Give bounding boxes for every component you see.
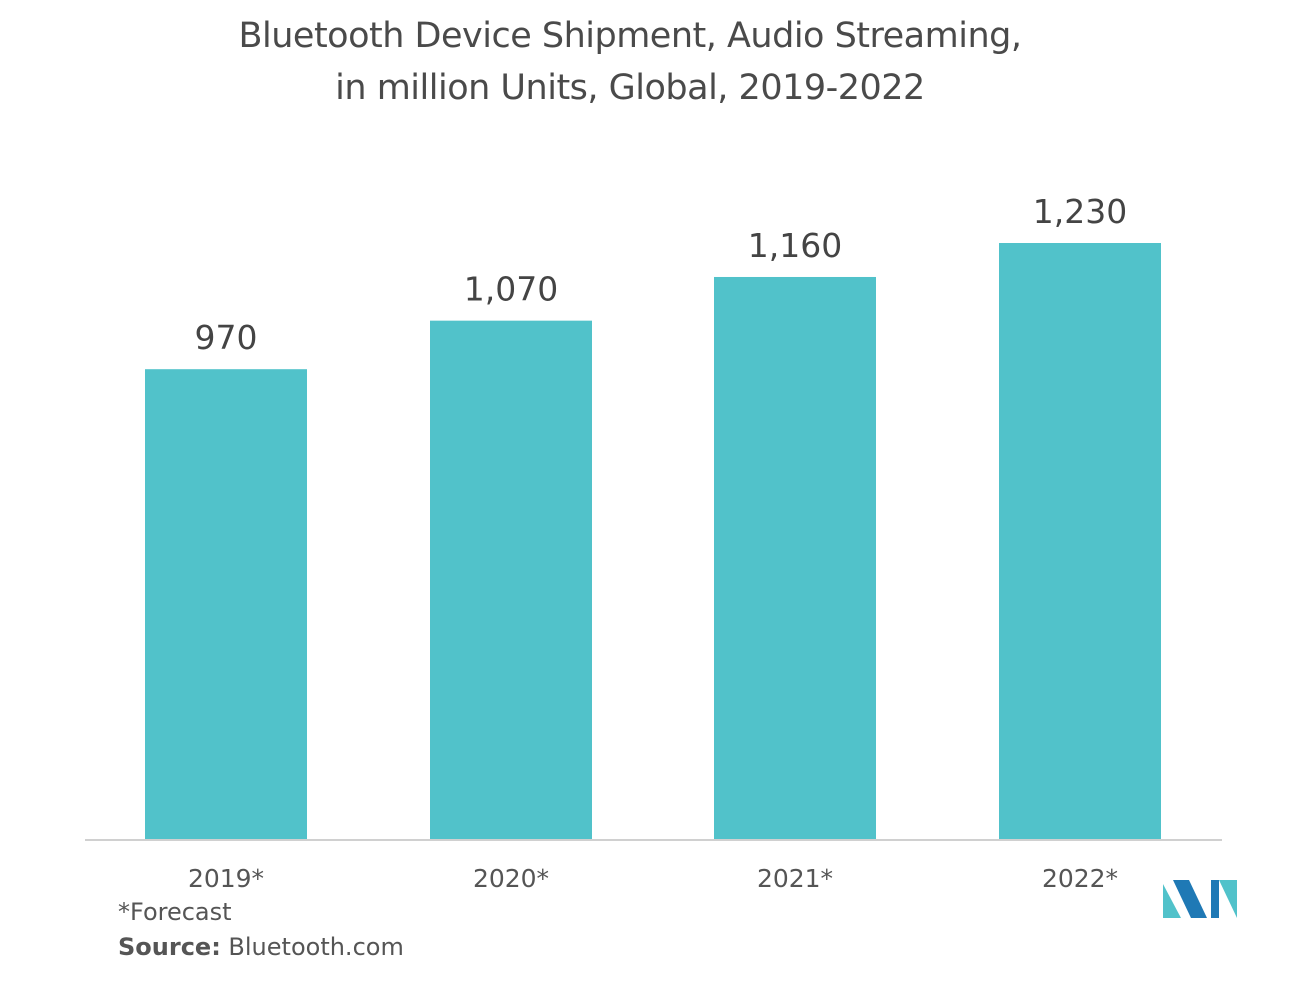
bar-2019	[145, 369, 307, 840]
value-label-2022: 1,230	[1033, 192, 1127, 231]
x-tick-label-2022: 2022*	[1042, 864, 1118, 893]
bar-group: 970 2019* 1,070 2020* 1,160 2021* 1,230 2022*	[145, 192, 1161, 893]
source-value: Bluetooth.com	[220, 933, 404, 961]
value-label-2021: 1,160	[748, 226, 842, 265]
logo-left-shape	[1163, 884, 1181, 918]
value-label-2020: 1,070	[464, 270, 558, 309]
value-label-2019: 970	[195, 318, 258, 357]
x-tick-label-2020: 2020*	[473, 864, 549, 893]
chart-title-line-2: in million Units, Global, 2019-2022	[335, 68, 925, 108]
logo-mid-shape	[1173, 880, 1207, 918]
bar-2022	[999, 243, 1161, 840]
forecast-footnote: *Forecast	[118, 898, 232, 926]
chart-title: Bluetooth Device Shipment, Audio Streami…	[0, 10, 1260, 114]
logo-right-shape	[1211, 880, 1219, 918]
x-tick-label-2019: 2019*	[188, 864, 264, 893]
source-note: Source: Bluetooth.com	[118, 933, 404, 961]
bar-2020	[430, 320, 592, 840]
mordor-intelligence-logo-icon	[1163, 880, 1237, 918]
bar-2021	[714, 276, 876, 841]
logo-right-accent	[1219, 880, 1237, 918]
source-label: Source:	[118, 933, 221, 961]
x-tick-label-2021: 2021*	[757, 864, 833, 893]
chart-title-line-1: Bluetooth Device Shipment, Audio Streami…	[238, 16, 1022, 56]
